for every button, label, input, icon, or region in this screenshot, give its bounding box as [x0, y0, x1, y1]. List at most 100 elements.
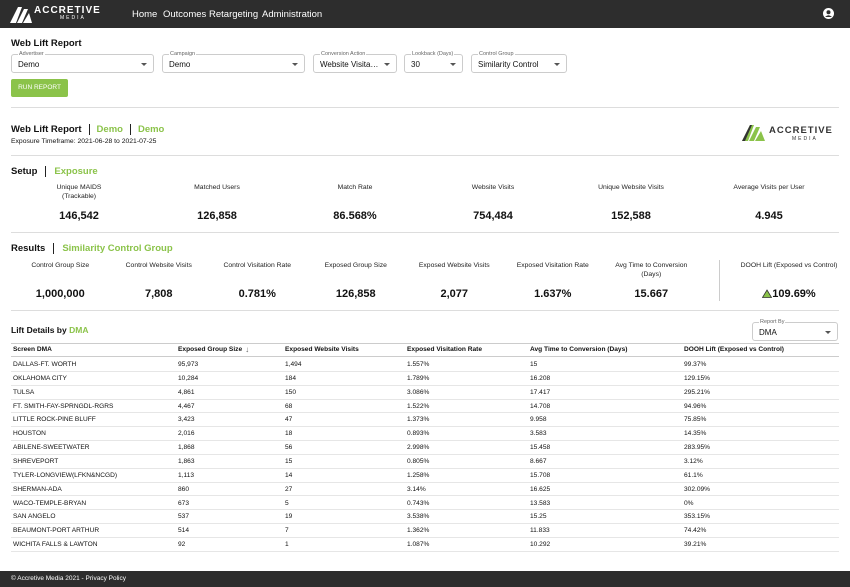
- dropdown-caret: [141, 63, 147, 66]
- table-cell: 1,863: [178, 457, 195, 465]
- metric-label: Average Visits per User: [733, 184, 805, 191]
- table-cell: 184: [285, 374, 297, 382]
- metric-value: 2,077: [440, 288, 469, 300]
- filter-select[interactable]: Lookback (Days) 30: [404, 51, 463, 73]
- table-cell: 3.14%: [407, 485, 426, 493]
- table-cell: 9.958: [530, 416, 547, 424]
- table-cell: 74.42%: [684, 527, 707, 535]
- table-cell: 1.373%: [407, 416, 430, 424]
- metric-label: Avg Time to Conversion (Days): [615, 262, 688, 278]
- report-by-select[interactable]: Report By DMA: [752, 319, 838, 341]
- divider: [11, 310, 839, 311]
- table-cell: 92: [178, 541, 186, 549]
- column-header[interactable]: DOOH Lift (Exposed vs Control): [684, 346, 785, 353]
- table-cell: 15: [530, 361, 538, 368]
- dropdown-caret: [450, 63, 456, 66]
- divider: [11, 232, 839, 233]
- footer-link[interactable]: Privacy Policy: [85, 575, 126, 582]
- filter-value: Website Visitation: [320, 60, 380, 69]
- table-cell: SAN ANGELO: [13, 513, 56, 521]
- filter-select[interactable]: Advertiser Demo: [11, 51, 154, 73]
- metric-value: 126,858: [335, 288, 376, 300]
- metric-value: 1,000,000: [35, 288, 85, 300]
- results-title: Results: [11, 243, 46, 254]
- table-cell: 15: [285, 457, 293, 465]
- nav-link[interactable]: Retargeting: [209, 9, 259, 20]
- report-advertiser: Demo: [96, 124, 123, 135]
- table-cell: 3.583: [530, 430, 547, 438]
- sort-arrow[interactable]: ↓: [245, 345, 250, 354]
- report-title: Web Lift Report Demo Demo: [11, 124, 164, 135]
- divider: [11, 155, 839, 156]
- table-cell: SHERMAN-ADA: [13, 485, 62, 493]
- table-cell: 1,868: [178, 444, 195, 452]
- table-row: [11, 469, 839, 483]
- filter-value: Similarity Control: [478, 60, 539, 69]
- report-by-label: Report By: [759, 319, 786, 325]
- setup-heading: Setup Exposure: [11, 166, 98, 177]
- column-header[interactable]: Exposed Website Visits: [285, 346, 359, 353]
- table-cell: 17.417: [530, 388, 551, 396]
- nav-link[interactable]: Administration: [262, 9, 323, 20]
- filter-label: Advertiser: [18, 51, 45, 57]
- metric-value: 4.945: [755, 210, 783, 222]
- footer-copyright: © Accretive Media 2021 -: [11, 575, 86, 582]
- column-header[interactable]: Screen DMA: [13, 346, 52, 353]
- filter-select[interactable]: Control Group Similarity Control: [471, 51, 567, 73]
- table-cell: 18: [285, 430, 293, 438]
- column-header[interactable]: Avg Time to Conversion (Days): [530, 346, 628, 353]
- lift-details-text: Lift Details by: [11, 325, 67, 335]
- table-cell: 2.998%: [407, 444, 430, 452]
- table-row: [11, 400, 839, 414]
- filter-label: Lookback (Days): [411, 51, 455, 57]
- table-cell: 353.15%: [684, 513, 711, 521]
- setup-title: Setup: [11, 166, 38, 177]
- table-row: [11, 538, 839, 552]
- column-header[interactable]: Exposed Visitation Rate: [407, 346, 482, 353]
- run-button[interactable]: RUN REPORT: [11, 79, 68, 97]
- table-cell: 14.708: [530, 402, 551, 410]
- table-cell: LITTLE ROCK-PINE BLUFF: [13, 416, 96, 424]
- brand-name[interactable]: ACCRETIVE: [34, 5, 101, 16]
- table-cell: WACO-TEMPLE-BRYAN: [13, 499, 87, 507]
- dropdown-caret: [384, 63, 390, 66]
- report-campaign: Demo: [137, 124, 165, 135]
- nav-link[interactable]: Outcomes: [163, 9, 207, 20]
- table-cell: 1.362%: [407, 527, 430, 535]
- dropdown-caret: [292, 63, 298, 66]
- table-cell: 4,467: [178, 402, 195, 410]
- table-row: [11, 483, 839, 497]
- table-cell: 514: [178, 527, 190, 535]
- table-cell: 129.15%: [684, 374, 711, 382]
- user-icon[interactable]: [823, 8, 834, 19]
- table-cell: 302.09%: [684, 485, 711, 493]
- filter-select[interactable]: Campaign Demo: [162, 51, 305, 73]
- table-cell: FT. SMITH-FAY-SPRNGDL-RGRS: [13, 402, 114, 410]
- metric-label: Control Group Size: [31, 262, 90, 269]
- filter-value: 30: [411, 60, 420, 69]
- table-cell: 10,284: [178, 374, 199, 382]
- nav-link[interactable]: Home: [132, 9, 158, 20]
- table-cell: 16.625: [530, 485, 551, 493]
- divider: [11, 107, 839, 108]
- results-subtitle[interactable]: Similarity Control Group: [62, 243, 173, 254]
- metric-value: 754,484: [473, 210, 513, 222]
- table-cell: 0.805%: [407, 457, 430, 465]
- setup-subtitle[interactable]: Exposure: [54, 166, 98, 177]
- filter-label: Control Group: [478, 51, 515, 57]
- table-cell: 27: [285, 485, 293, 493]
- table-cell: 47: [285, 416, 293, 424]
- table-cell: 283.95%: [684, 444, 711, 452]
- column-header[interactable]: Exposed Group Size ↓: [178, 345, 250, 354]
- table-cell: 0.893%: [407, 430, 430, 438]
- table-cell: 1,494: [285, 361, 302, 368]
- table-cell: 3.12%: [684, 457, 703, 465]
- table-cell: 15.458: [530, 444, 551, 452]
- table-row: [11, 455, 839, 469]
- table-cell: 3.538%: [407, 513, 430, 521]
- table-cell: 295.21%: [684, 388, 711, 396]
- filter-select[interactable]: Conversion Action Website Visitation: [313, 51, 397, 73]
- table-cell: 1: [285, 541, 289, 549]
- table-cell: 5: [285, 499, 289, 507]
- metric-value: 0.781%: [238, 288, 276, 300]
